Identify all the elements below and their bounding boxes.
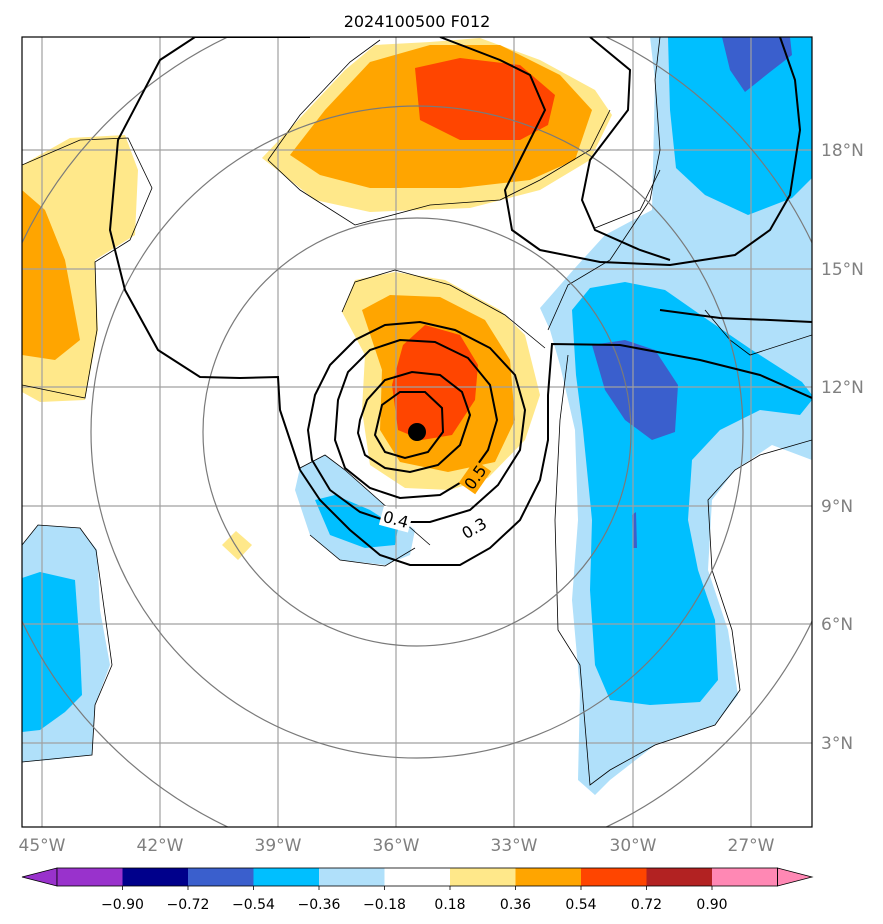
colorbar-bin-8: [515, 868, 581, 886]
lat-tick-12N: 12°N: [821, 378, 864, 398]
lon-tick-39W: 39°W: [255, 836, 302, 856]
colorbar-bin-11: [712, 868, 778, 886]
colorbar-tick-3: −0.54: [232, 897, 275, 913]
lon-gridlines: [41, 37, 752, 827]
colorbar-tick-2: −0.72: [167, 897, 210, 913]
colorbar-bin-4: [253, 868, 319, 886]
thin-contours: [22, 37, 812, 786]
lat-tick-15N: 15°N: [821, 260, 864, 280]
lon-tick-33W: 33°W: [491, 836, 538, 856]
colorbar-bin-5: [319, 868, 385, 886]
negative-region-southwest-core: [22, 572, 82, 732]
positive-region-small: [222, 531, 252, 560]
colorbar: −0.90 −0.72 −0.54 −0.36 −0.18 0.18 0.36 …: [21, 867, 814, 913]
thin-contour-north: [267, 39, 611, 226]
colorbar-bin-6: [384, 868, 450, 886]
colorbar-bin-10: [646, 868, 712, 886]
lat-tick-18N: 18°N: [821, 141, 864, 161]
thin-contour-east-2: [704, 309, 812, 356]
colorbar-bin-2: [122, 868, 188, 886]
thin-contour-southwest: [22, 524, 113, 763]
figure-title: 2024100500 F012: [344, 12, 491, 31]
contour-0.3-outer: [108, 37, 301, 471]
shaded-field: [22, 37, 812, 795]
lon-tick-27W: 27°W: [728, 836, 775, 856]
contour-0.7: [373, 391, 445, 460]
range-ring-2: [90, 105, 744, 759]
colorbar-tick-5: −0.18: [363, 897, 406, 913]
contour-0.6: [356, 370, 472, 474]
colorbar-tick-7: 0.36: [500, 897, 531, 913]
colorbar-tick-labels: −0.90 −0.72 −0.54 −0.36 −0.18 0.18 0.36 …: [101, 897, 728, 913]
lat-tick-labels: 3°N 6°N 9°N 12°N 15°N 18°N: [821, 141, 864, 754]
colorbar-frame: [56, 867, 778, 887]
colorbar-bin-9: [581, 868, 647, 886]
map-content: 0.5 0.4 0.3: [22, 37, 812, 827]
colorbar-tick-4: −0.36: [298, 897, 341, 913]
storm-center-marker: [408, 423, 426, 441]
colorbar-tick-8: 0.54: [565, 897, 596, 913]
positive-region-storm-red: [392, 325, 478, 440]
lat-tick-3N: 3°N: [821, 734, 853, 754]
lon-tick-45W: 45°W: [19, 836, 66, 856]
negative-region-northeast-core: [668, 37, 812, 215]
colorbar-extend-low: [21, 867, 58, 887]
lon-tick-42W: 42°W: [137, 836, 184, 856]
colorbar-tick-6: 0.18: [434, 897, 465, 913]
contour-0.5: [333, 338, 499, 500]
thin-contour-east: [547, 37, 812, 786]
colorbar-tick-10: 0.90: [696, 897, 727, 913]
negative-region-east-deep: [592, 340, 678, 440]
contour-0.3: [299, 342, 812, 566]
colorbar-bin-3: [188, 868, 254, 886]
contour-north-loop-2: [580, 37, 671, 261]
colorbar-tick-9: 0.72: [631, 897, 662, 913]
contour-east-line: [659, 309, 812, 323]
thin-contour-east-3: [594, 169, 661, 229]
contour-label-0.3: 0.3: [456, 511, 492, 545]
colorbar-tick-marks: [122, 886, 713, 890]
positive-region-north-red: [415, 58, 555, 140]
lat-tick-9N: 9°N: [821, 497, 853, 517]
lon-tick-labels: 45°W 42°W 39°W 36°W 33°W 30°W 27°W: [19, 836, 775, 856]
colorbar-bin-7: [450, 868, 516, 886]
colorbar-bin-1: [57, 868, 123, 886]
range-ring-1: [202, 217, 632, 647]
range-rings: [22, 37, 812, 827]
colorbar-extend-high: [777, 867, 814, 887]
colorbar-tick-1: −0.90: [101, 897, 144, 913]
contour-north-loop: [195, 37, 802, 267]
thin-contour-storm: [341, 269, 546, 349]
lat-tick-6N: 6°N: [821, 615, 853, 635]
negative-region-northeast-deep: [722, 37, 792, 92]
negative-region-storm-core: [315, 495, 398, 548]
lon-tick-36W: 36°W: [373, 836, 420, 856]
positive-region-northwest-core: [22, 190, 80, 360]
thin-contour-northwest: [22, 137, 153, 399]
lon-tick-30W: 30°W: [610, 836, 657, 856]
contour-label-0.4: 0.4: [378, 505, 414, 533]
map-frame: [21, 36, 813, 828]
